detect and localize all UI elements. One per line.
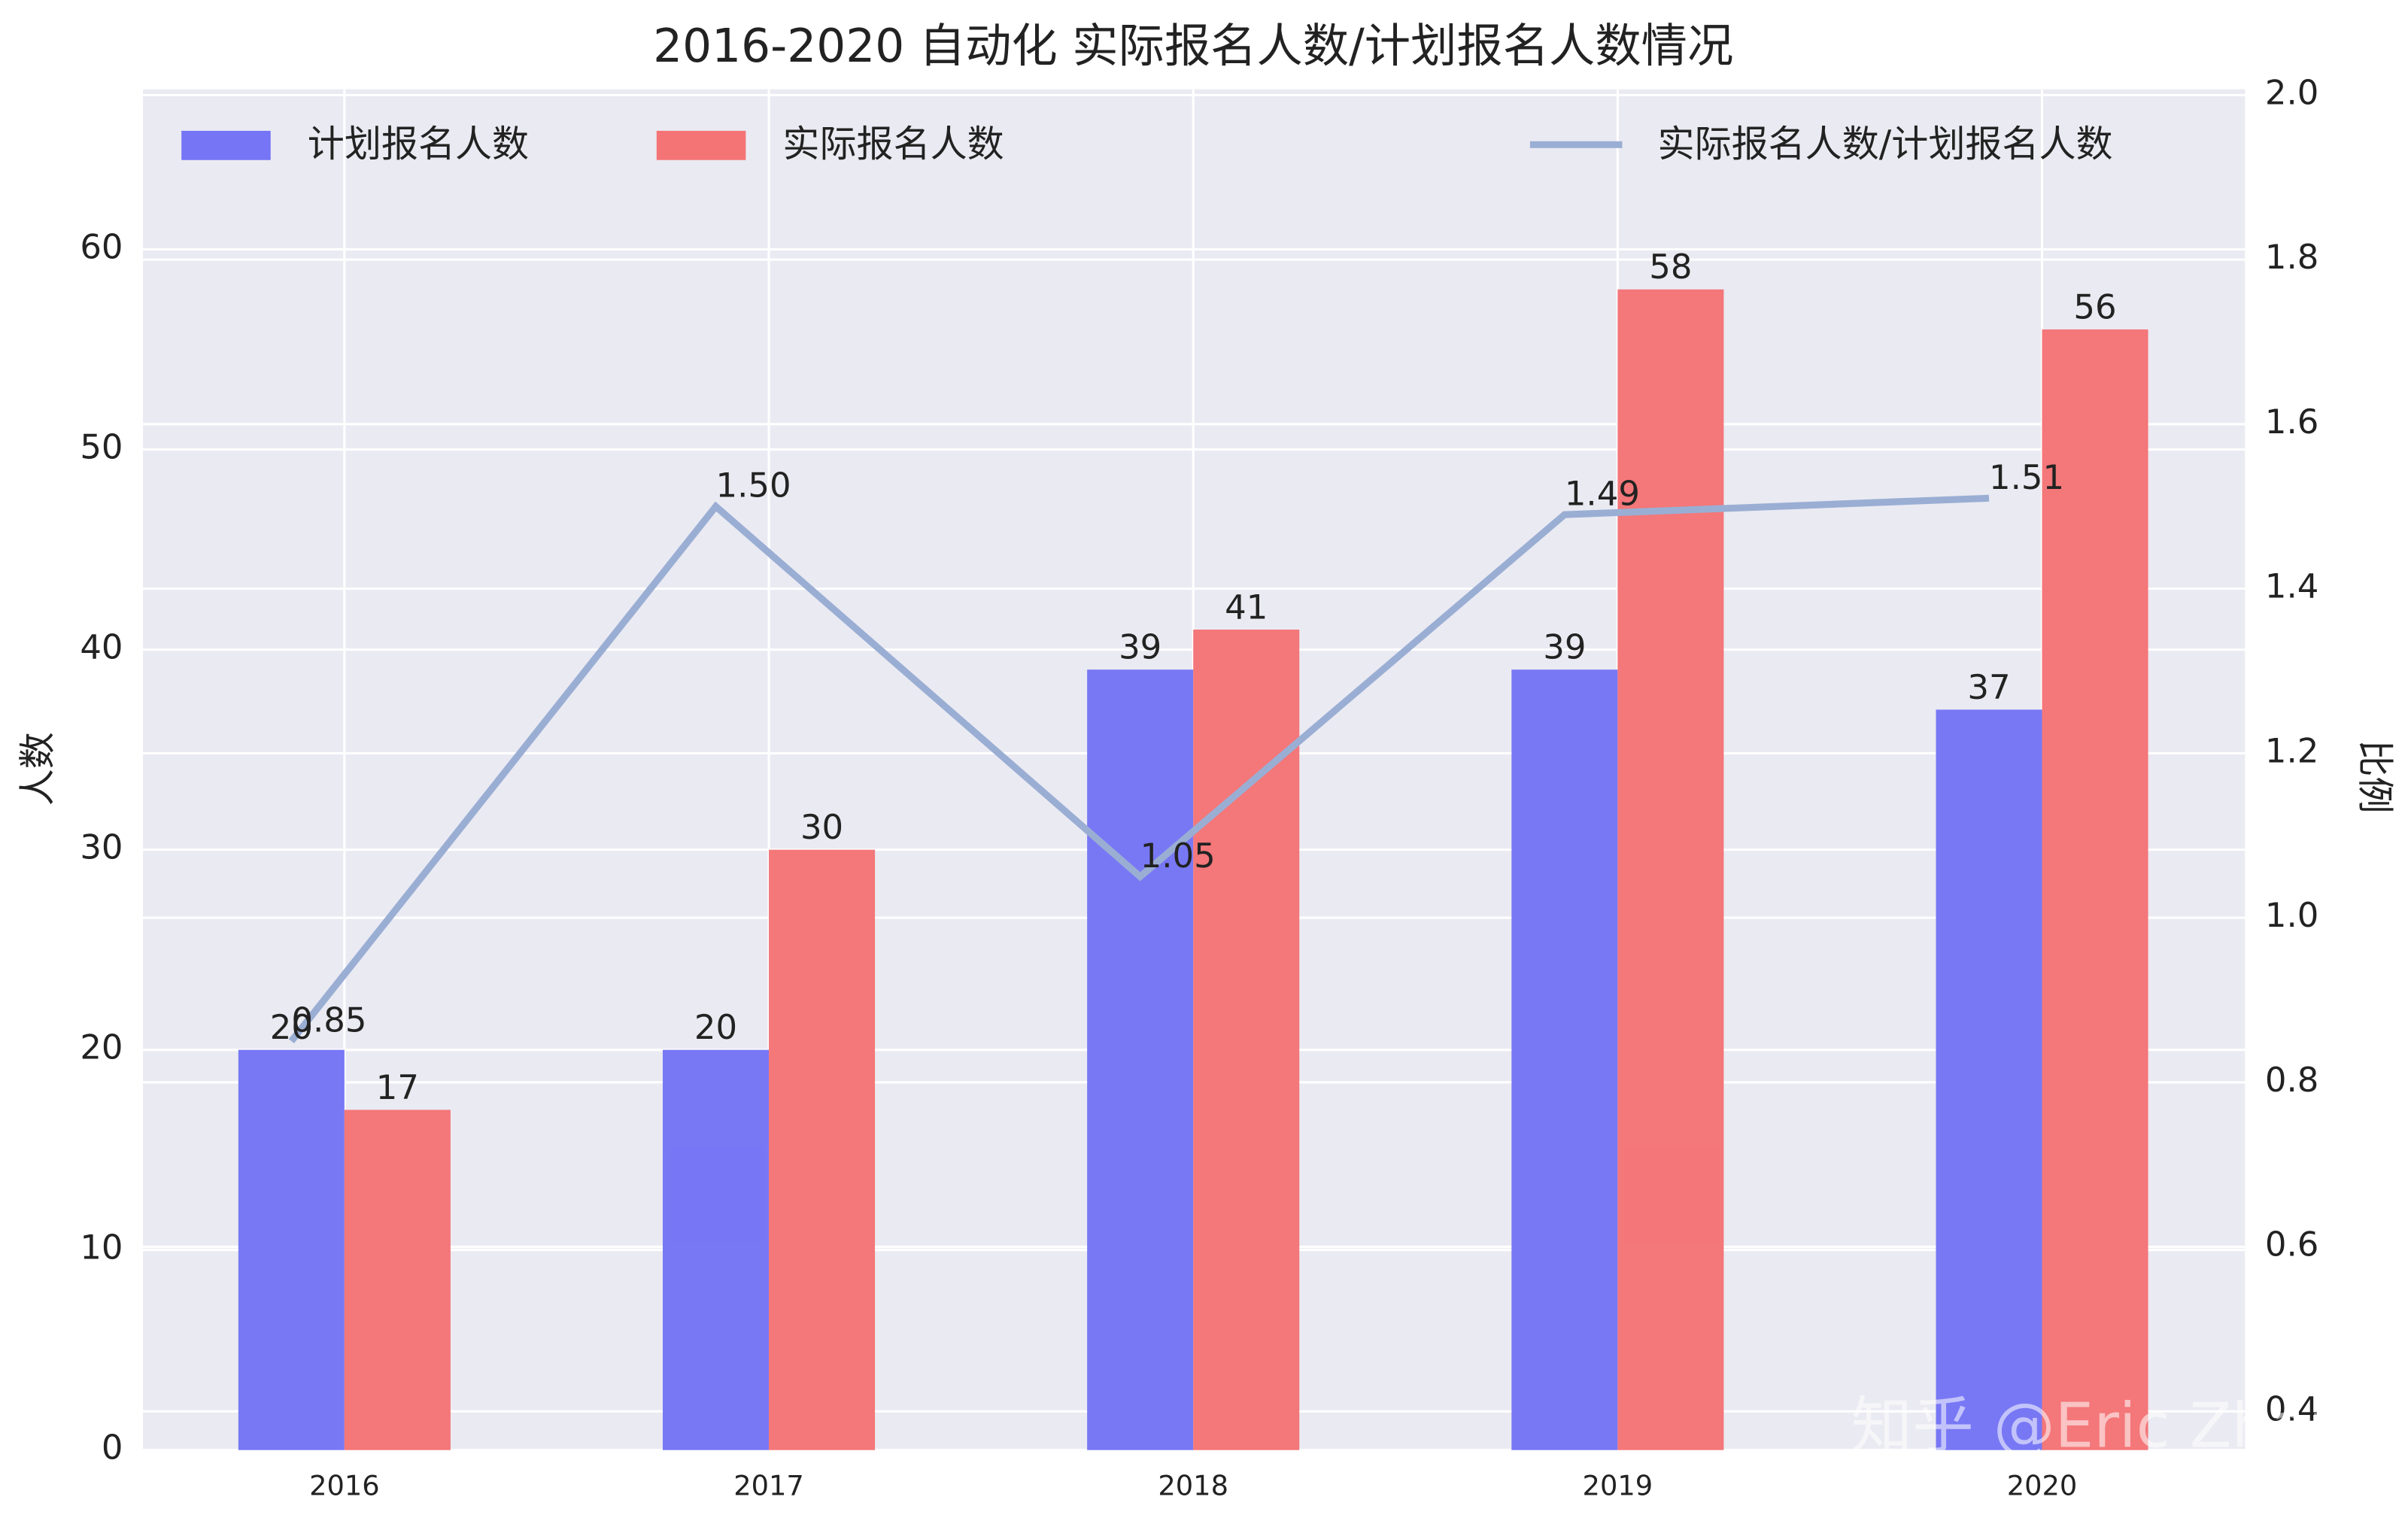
x-tick-label: 2019 bbox=[1583, 1469, 1653, 1501]
line-value-label: 1.50 bbox=[716, 466, 791, 505]
y2-tick-label: 1.4 bbox=[2265, 566, 2319, 606]
bar-value-label: 39 bbox=[1119, 627, 1161, 667]
bar-value-label: 17 bbox=[376, 1067, 419, 1107]
bar-value-label: 56 bbox=[2073, 287, 2116, 326]
y2-tick-label: 0.8 bbox=[2265, 1060, 2319, 1100]
legend-swatch bbox=[181, 130, 271, 160]
bar bbox=[1087, 669, 1194, 1450]
bar-value-label: 20 bbox=[270, 1007, 313, 1047]
y2-tick-label: 0.4 bbox=[2265, 1389, 2319, 1428]
line-value-label: 1.05 bbox=[1140, 836, 1216, 876]
line-value-label: 0.85 bbox=[291, 1000, 366, 1040]
bar-value-label: 20 bbox=[694, 1007, 737, 1047]
x-tick-label: 2018 bbox=[1158, 1469, 1228, 1501]
bar-value-label: 39 bbox=[1543, 627, 1586, 667]
bar bbox=[1511, 669, 1618, 1450]
y2-tick-label: 1.6 bbox=[2265, 402, 2319, 442]
bar-value-label: 58 bbox=[1649, 247, 1692, 287]
y-tick-label: 20 bbox=[80, 1028, 123, 1067]
y-tick-label: 30 bbox=[80, 827, 123, 867]
x-tick-label: 2016 bbox=[309, 1469, 380, 1501]
bar bbox=[769, 849, 876, 1450]
marks bbox=[238, 289, 2148, 1450]
y2-tick-label: 1.8 bbox=[2265, 237, 2319, 277]
y-tick-label: 60 bbox=[80, 227, 123, 267]
legend-label: 实际报名人数 bbox=[782, 122, 1004, 165]
y-tick-label: 0 bbox=[102, 1428, 123, 1468]
bar bbox=[1617, 289, 1724, 1450]
bar-value-label: 37 bbox=[1967, 667, 2010, 707]
line-value-label: 1.51 bbox=[1989, 457, 2064, 497]
labels: 2016 2017 2018 2019 202001020304050600.40.60… bbox=[80, 72, 2318, 1501]
y2-tick-label: 1.2 bbox=[2265, 730, 2319, 770]
legend-label: 计划报名人数 bbox=[308, 122, 529, 165]
bar bbox=[238, 1049, 345, 1450]
bar bbox=[1193, 630, 1300, 1450]
line-value-label: 1.49 bbox=[1565, 474, 1640, 514]
bar bbox=[1936, 709, 2042, 1450]
x-tick-label: 2020 bbox=[2007, 1469, 2078, 1501]
legend-label: 实际报名人数/计划报名人数 bbox=[1657, 122, 2112, 165]
bar bbox=[662, 1049, 770, 1450]
y2-tick-label: 1.0 bbox=[2265, 895, 2319, 935]
line bbox=[288, 494, 1990, 1044]
x-tick-label: 2017 bbox=[733, 1469, 804, 1501]
y-tick-label: 40 bbox=[80, 627, 123, 667]
watermark: 知乎 @Eric Zhai bbox=[1851, 1391, 2325, 1462]
y-tick-label: 10 bbox=[80, 1228, 123, 1267]
bar-value-label: 30 bbox=[800, 807, 843, 847]
bar bbox=[2042, 329, 2148, 1450]
chart-title: 2016-2020 自动化 实际报名人数/计划报名人数情况 bbox=[653, 20, 1733, 73]
y-tick-label: 50 bbox=[80, 427, 123, 467]
bar bbox=[344, 1110, 451, 1450]
y-axis-label: 人数 bbox=[16, 732, 59, 806]
legend-swatch bbox=[656, 130, 746, 160]
y2-axis-label: 比例 bbox=[2353, 739, 2397, 813]
y2-tick-label: 2.0 bbox=[2265, 72, 2319, 112]
y2-tick-label: 0.6 bbox=[2265, 1225, 2319, 1264]
bar-value-label: 41 bbox=[1225, 587, 1268, 627]
